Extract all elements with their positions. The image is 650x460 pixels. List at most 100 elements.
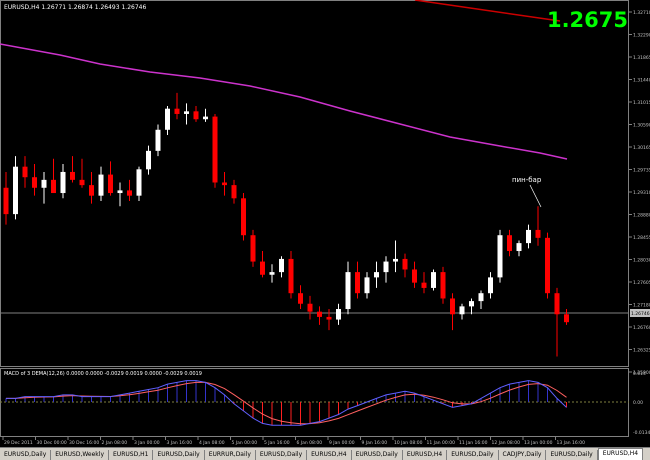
price-tick-label: 1.26760: [633, 325, 650, 331]
candle-bear: [260, 261, 265, 275]
candle-bear: [355, 272, 360, 294]
candle-bull: [469, 301, 474, 307]
candle-bull: [459, 306, 465, 315]
candle-bear: [554, 293, 560, 315]
candle-bull: [516, 243, 522, 252]
price-tick-label: 1.28455: [633, 235, 650, 241]
time-tick-label: 11 Jan 16:00: [459, 440, 488, 446]
candle-bull: [488, 277, 493, 294]
candle-bull: [393, 258, 398, 262]
chart-tab[interactable]: EURUSD,Weekly: [51, 450, 110, 460]
candle-bull: [41, 179, 47, 188]
candle-bear: [32, 177, 37, 188]
price-tick-label: 1.31865: [633, 55, 650, 61]
candle-bear: [241, 198, 246, 236]
time-tick-label: 5 Jan 00:00: [232, 440, 258, 446]
current-price-label: 1.26746: [631, 311, 650, 317]
candle-bull: [279, 258, 284, 273]
candle-bear: [412, 269, 417, 283]
chart-tab[interactable]: EURUSD,H4: [403, 450, 448, 460]
candle-bear: [79, 179, 85, 186]
candle-bear: [440, 272, 446, 299]
macd-axis: 0.014 0.00 -0.0134: [633, 371, 650, 436]
candle-bear: [22, 166, 28, 178]
price-axis: 1.32710 1.32290 1.31865 1.31440 1.31015 1.305…: [629, 10, 650, 376]
candle-bull: [364, 277, 370, 294]
chart-tab[interactable]: EURUSD,Daily: [352, 450, 403, 460]
candle-bull: [13, 166, 18, 215]
candle-bull: [184, 111, 189, 114]
chart-tab[interactable]: EURUSD,Daily: [447, 450, 499, 460]
candle-bear: [89, 185, 94, 196]
chart-tab[interactable]: CADJPY,Daily: [499, 450, 547, 460]
price-tick-label: 1.27605: [633, 280, 650, 286]
macd-histogram: [5, 380, 567, 426]
time-tick-label: 9 Jan 00:00: [329, 440, 355, 446]
price-tick-label: 1.25900: [633, 370, 650, 376]
candle-bear: [288, 258, 294, 294]
time-tick-label: 12 Jan 08:00: [492, 440, 521, 446]
price-tick-label: 1.30165: [633, 145, 650, 151]
symbol-info: EURUSD,H4 1.26771 1.26874 1.26493 1.2674…: [4, 4, 146, 11]
ma-magenta-line: [0, 43, 568, 160]
candle-bear: [193, 111, 199, 120]
chart-tab[interactable]: EURUSD,H1: [109, 450, 154, 460]
candle-bear: [174, 108, 180, 114]
time-tick-label: 30 Dec 00:00: [37, 440, 67, 446]
candle-bull: [98, 174, 104, 196]
price-tick-label: 1.32290: [633, 33, 650, 39]
time-tick-label: 11 Jan 00:00: [427, 440, 456, 446]
time-tick-label: 13 Jan 00:00: [524, 440, 553, 446]
time-tick-label: 29 Dec 2011: [4, 440, 33, 446]
big-price-display: 1.2675: [547, 8, 628, 32]
candle-bear: [564, 314, 569, 323]
time-tick-label: 3 Jan 00:00: [134, 440, 160, 446]
chart-tab[interactable]: EURUSD,H4: [307, 450, 352, 460]
macd-signal-line: [6, 381, 567, 425]
price-tick-label: 1.31015: [633, 100, 650, 106]
candle-bull: [526, 229, 531, 244]
chart-tab[interactable]: EURRUR,Daily: [205, 450, 256, 460]
candles-group: [3, 92, 569, 357]
chart-tab[interactable]: EURUSD,Daily: [0, 450, 52, 460]
macd-axis-label: -0.0134: [633, 430, 650, 436]
moving-averages: [0, 0, 568, 160]
candle-bear: [51, 179, 56, 194]
time-tick-label: 6 Jan 08:00: [297, 440, 323, 446]
time-tick-label: 2 Jan 08:00: [102, 440, 128, 446]
candle-bear: [231, 185, 237, 199]
price-tick-label: 1.29310: [633, 190, 650, 196]
candle-bear: [421, 282, 427, 288]
candle-bull: [497, 235, 503, 278]
candle-bear: [326, 316, 332, 320]
candle-bear: [127, 190, 132, 196]
price-tick-label: 1.26325: [633, 348, 650, 354]
candle-bear: [545, 237, 550, 294]
time-tick-label: 9 Jan 16:00: [362, 440, 388, 446]
price-tick-label: 1.30590: [633, 123, 650, 129]
macd-main-line: [6, 380, 567, 426]
candle-bull: [117, 190, 123, 194]
candle-bear: [402, 258, 408, 270]
candle-bull: [431, 272, 436, 288]
macd-label: MACD of 3 DEMA(12,26) 0.0000 0.0000 -0.0…: [4, 371, 202, 377]
candle-bear: [250, 235, 256, 262]
candle-bear: [317, 311, 322, 317]
chart-tab[interactable]: EURUSD,Daily: [153, 450, 205, 460]
chart-tab[interactable]: EURUSD,H4: [597, 448, 644, 460]
time-tick-label: 5 Jan 16:00: [264, 440, 290, 446]
candle-bear: [535, 229, 541, 238]
candle-bear: [108, 174, 113, 194]
time-tick-label: 4 Jan 08:00: [199, 440, 225, 446]
macd-axis-label: 0.00: [633, 400, 643, 406]
candle-bull: [374, 272, 379, 278]
candle-bear: [3, 187, 9, 215]
time-tick-label: 3 Jan 16:00: [167, 440, 193, 446]
time-axis: 29 Dec 2011 30 Dec 00:00 30 Dec 16:00 2 Jan…: [2, 437, 586, 446]
chart-tab[interactable]: EURUSD,Daily: [256, 450, 308, 460]
chart-tab[interactable]: EURUSD,Daily: [546, 450, 598, 460]
macd-panel-frame: [0, 368, 629, 437]
candle-bear: [212, 116, 218, 183]
time-tick-label: 13 Jan 16:00: [557, 440, 586, 446]
